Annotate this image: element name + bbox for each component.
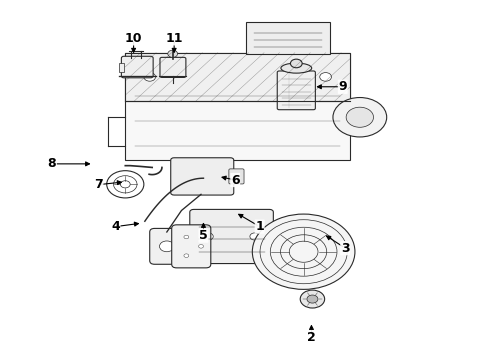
Circle shape — [159, 241, 174, 252]
Text: 1: 1 — [255, 220, 264, 233]
FancyBboxPatch shape — [229, 169, 244, 184]
Ellipse shape — [281, 63, 312, 73]
Circle shape — [333, 98, 387, 137]
Circle shape — [346, 107, 373, 127]
FancyBboxPatch shape — [171, 158, 234, 195]
FancyBboxPatch shape — [150, 228, 184, 264]
Circle shape — [168, 50, 177, 57]
Text: 8: 8 — [48, 157, 56, 170]
Circle shape — [291, 59, 302, 68]
FancyBboxPatch shape — [172, 225, 211, 268]
Circle shape — [320, 73, 331, 81]
Text: 10: 10 — [125, 32, 143, 45]
FancyBboxPatch shape — [125, 53, 350, 101]
Circle shape — [307, 295, 318, 303]
Text: 4: 4 — [111, 220, 120, 233]
Circle shape — [184, 254, 189, 257]
FancyBboxPatch shape — [277, 71, 316, 110]
FancyBboxPatch shape — [125, 53, 350, 160]
Circle shape — [144, 73, 156, 81]
Circle shape — [252, 214, 355, 289]
FancyBboxPatch shape — [119, 63, 124, 72]
Text: 6: 6 — [231, 174, 240, 186]
Text: 5: 5 — [199, 229, 208, 242]
Circle shape — [198, 244, 203, 248]
FancyBboxPatch shape — [160, 57, 186, 77]
Circle shape — [250, 233, 260, 240]
Circle shape — [184, 235, 189, 239]
FancyBboxPatch shape — [190, 210, 273, 264]
Text: 7: 7 — [94, 178, 103, 191]
Text: 3: 3 — [341, 242, 349, 255]
Text: 2: 2 — [307, 330, 316, 343]
FancyBboxPatch shape — [122, 56, 153, 78]
Circle shape — [203, 233, 213, 240]
Text: 11: 11 — [166, 32, 183, 45]
FancyBboxPatch shape — [246, 22, 330, 54]
Circle shape — [300, 290, 325, 308]
Text: 9: 9 — [339, 80, 347, 93]
